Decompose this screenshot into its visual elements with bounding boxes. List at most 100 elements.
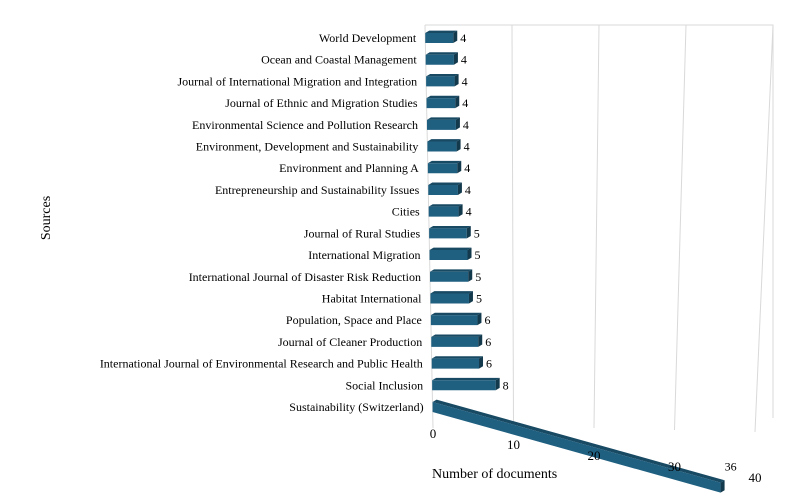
bar-end-face xyxy=(455,117,460,130)
value-label: 8 xyxy=(503,378,509,392)
value-label: 4 xyxy=(464,140,470,154)
category-label: Environmental Science and Pollution Rese… xyxy=(192,118,418,132)
y-axis-title: Sources xyxy=(39,196,54,240)
bar-end-face xyxy=(468,291,473,304)
bar-top-face xyxy=(431,356,484,359)
bar-top-face xyxy=(426,74,459,77)
x-tick-label: 20 xyxy=(588,448,601,463)
bar-front-face xyxy=(426,119,456,130)
bar xyxy=(429,225,471,239)
category-label: Journal of International Migration and I… xyxy=(178,74,418,88)
value-label: 5 xyxy=(474,226,480,240)
bar xyxy=(425,52,458,65)
x-axis-title: Number of documents xyxy=(432,467,557,482)
bar-front-face xyxy=(430,315,478,326)
x-tick-label: 30 xyxy=(668,459,681,474)
category-label: Social Inclusion xyxy=(345,378,423,392)
bar-end-face xyxy=(454,74,459,87)
grid xyxy=(424,24,774,433)
value-label: 36 xyxy=(725,460,737,474)
bar-top-face xyxy=(429,225,471,229)
category-label: Ocean and Coastal Management xyxy=(261,53,417,67)
bar-front-face xyxy=(428,206,459,217)
bar-front-face xyxy=(429,250,468,261)
category-label: Cities xyxy=(392,205,420,219)
bar-end-face xyxy=(456,139,461,152)
bar-front-face xyxy=(432,380,496,391)
bar-top-face xyxy=(430,291,473,294)
bar xyxy=(432,377,500,391)
bar-top-face xyxy=(429,269,473,272)
category-labels: World Development Ocean and Coastal Manag… xyxy=(100,31,424,414)
bar xyxy=(426,117,460,130)
bar-end-face xyxy=(477,312,482,326)
bar-top-face xyxy=(425,30,458,33)
bar-top-face xyxy=(428,204,463,207)
bar-front-face xyxy=(425,33,454,43)
bar-top-face xyxy=(430,312,482,316)
x-tick-label: 10 xyxy=(507,437,520,452)
bar-top-face xyxy=(427,160,462,164)
value-label: 4 xyxy=(463,118,469,132)
value-label: 6 xyxy=(484,313,490,327)
bar-end-face xyxy=(466,225,471,239)
bar-end-face xyxy=(453,52,458,65)
bar xyxy=(426,74,459,87)
category-label: Journal of Ethnic and Migration Studies xyxy=(225,96,418,110)
category-label: International Journal of Disaster Risk R… xyxy=(189,270,421,284)
value-label: 4 xyxy=(462,96,468,110)
category-label: Environment, Development and Sustainabil… xyxy=(196,140,419,154)
bar xyxy=(425,30,458,43)
category-label: Habitat International xyxy=(322,291,422,305)
bar xyxy=(427,139,461,152)
bar-front-face xyxy=(429,271,469,282)
value-label: 4 xyxy=(460,31,466,45)
grid-line xyxy=(754,24,774,433)
bar-front-face xyxy=(427,163,458,174)
bar-front-face xyxy=(431,358,480,369)
bar xyxy=(428,204,463,217)
category-label: Entrepreneurship and Sustainability Issu… xyxy=(215,183,420,197)
category-label: Population, Space and Place xyxy=(286,313,422,327)
bar-end-face xyxy=(478,334,483,347)
bar-front-face xyxy=(429,228,467,239)
grid-line xyxy=(511,24,514,427)
bar-front-face xyxy=(428,184,458,195)
value-label: 4 xyxy=(462,74,468,88)
bar-end-face xyxy=(495,377,500,391)
bar xyxy=(431,334,483,347)
x-axis-ticks: 0 10 20 30 40 xyxy=(430,426,762,485)
bar-end-face xyxy=(455,95,460,109)
x-tick-label: 40 xyxy=(749,470,762,485)
value-label: 5 xyxy=(475,248,481,262)
bars xyxy=(425,30,725,493)
bar-top-face xyxy=(429,247,472,251)
bar xyxy=(427,160,462,174)
bar xyxy=(430,312,482,326)
category-label: Journal of Rural Studies xyxy=(304,226,421,240)
bar xyxy=(426,95,460,109)
category-label: Sustainability (Switzerland) xyxy=(289,400,423,414)
value-label: 4 xyxy=(465,183,471,197)
bar-end-face xyxy=(720,480,725,493)
bar-end-face xyxy=(468,269,473,282)
bar-end-face xyxy=(467,247,472,261)
bar-front-face xyxy=(427,141,457,152)
value-label: 5 xyxy=(476,291,482,305)
bar-front-face xyxy=(426,98,456,109)
bar xyxy=(432,399,725,493)
bar-end-face xyxy=(457,182,462,195)
bar xyxy=(428,182,462,195)
category-label: International Migration xyxy=(308,248,420,262)
bar-top-face xyxy=(427,139,461,142)
bar-front-face xyxy=(431,336,479,347)
bar-end-face xyxy=(457,160,462,174)
bar-end-face xyxy=(458,204,463,217)
value-label: 4 xyxy=(464,161,470,175)
grid-line xyxy=(674,24,687,431)
bar-top-face xyxy=(426,95,460,99)
category-label: International Journal of Environmental R… xyxy=(100,357,423,371)
bar-top-face xyxy=(425,52,458,55)
